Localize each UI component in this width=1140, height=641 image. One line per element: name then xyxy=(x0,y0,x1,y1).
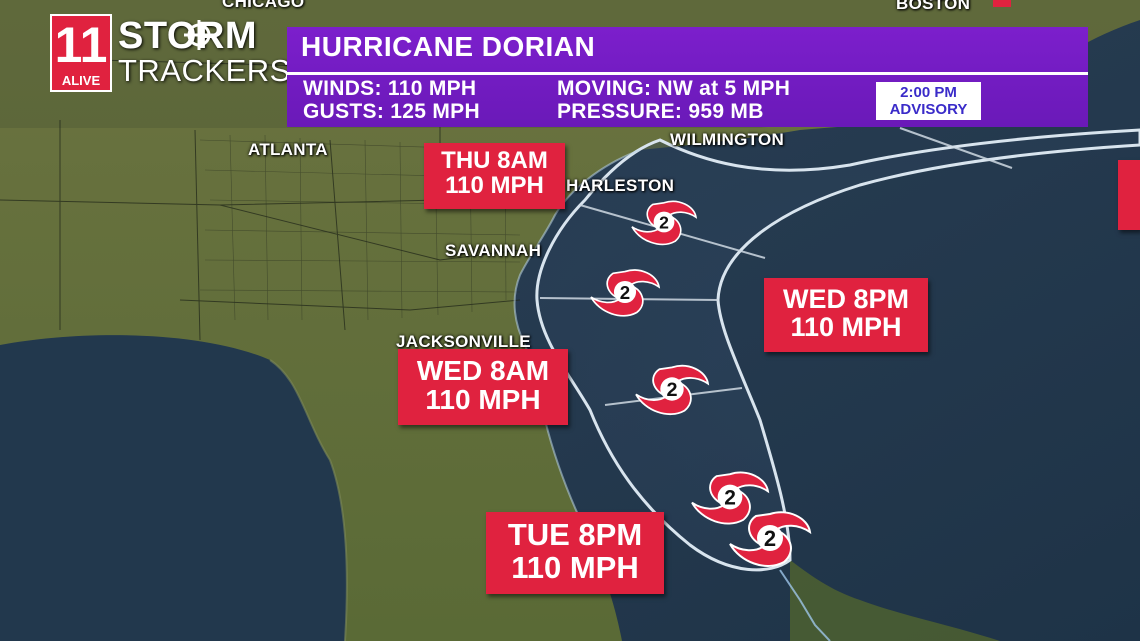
city-label-atlanta: ATLANTA xyxy=(248,140,328,159)
city-label-savannah: SAVANNAH xyxy=(445,241,542,260)
banner-divider xyxy=(287,72,1088,75)
forecast-time: WED 8PM xyxy=(782,284,909,314)
forecast-wind: 110 MPH xyxy=(445,172,544,200)
caribbean-islands xyxy=(790,560,1000,641)
city-label-chicago: CHICAGO xyxy=(222,0,305,11)
forecast-label-cropped xyxy=(1118,160,1140,230)
stat-gusts: GUSTS: 125 MPH xyxy=(303,100,480,123)
station-name: ALIVE xyxy=(61,73,101,88)
boston-marker xyxy=(993,0,1011,7)
forecast-wind: 110 MPH xyxy=(425,384,541,416)
forecast-label-thu-8am: THU 8AM 110 MPH xyxy=(424,143,565,209)
stat-pressure: PRESSURE: 959 MB xyxy=(557,100,764,123)
storm-info-banner: HURRICANE DORIAN WINDS: 110 MPH GUSTS: 1… xyxy=(287,27,1088,127)
forecast-time: TUE 8PM xyxy=(507,517,643,552)
forecast-label-tue-8pm: TUE 8PM 110 MPH xyxy=(486,512,664,594)
city-label-boston: BOSTON xyxy=(896,0,971,13)
advisory-label: ADVISORY xyxy=(889,101,968,118)
forecast-wind: 110 MPH xyxy=(790,312,902,343)
city-label-charleston: HARLESTON xyxy=(566,176,675,195)
advisory-badge: 2:00 PM ADVISORY xyxy=(876,82,981,120)
forecast-time: THU 8AM xyxy=(441,147,548,174)
station-logo: 11 ALIVE xyxy=(50,14,112,92)
forecast-wind: 110 MPH xyxy=(511,549,639,585)
brand-trackers: TRACKERS xyxy=(118,53,291,88)
advisory-time: 2:00 PM xyxy=(900,84,957,101)
crosshair-icon xyxy=(184,20,214,50)
station-number: 11 xyxy=(54,17,108,73)
storm-name: HURRICANE DORIAN xyxy=(301,31,596,62)
forecast-label-wed-8pm: WED 8PM 110 MPH xyxy=(764,278,928,352)
forecast-time: WED 8AM xyxy=(416,355,550,386)
stat-moving: MOVING: NW at 5 MPH xyxy=(557,77,791,100)
forecast-label-wed-8am: WED 8AM 110 MPH xyxy=(398,349,568,425)
stat-winds: WINDS: 110 MPH xyxy=(303,77,477,100)
city-label-wilmington: WILMINGTON xyxy=(670,130,785,149)
gulf-of-mexico xyxy=(0,335,347,641)
city-label-jacksonville: JACKSONVILLE xyxy=(396,332,531,351)
